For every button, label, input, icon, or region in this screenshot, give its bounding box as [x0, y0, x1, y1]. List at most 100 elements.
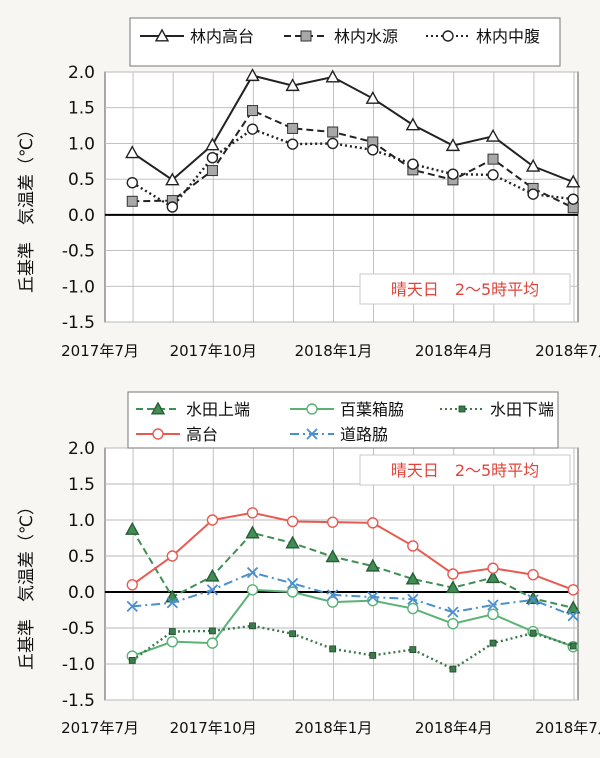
y-tick-label: 0.0	[68, 583, 95, 603]
legend-label: 百葉箱脇	[340, 400, 404, 419]
data-point	[525, 158, 541, 172]
legend-label: 水田下端	[490, 400, 554, 419]
data-point	[126, 600, 138, 613]
legend-marker	[154, 28, 170, 42]
legend-item: 水田上端	[136, 400, 250, 419]
legend-item: 林内中腹	[426, 27, 540, 46]
chart-panel-2: 2.0 1.5 1.0 0.5 0.0 -0.5 -1.0 -1.5 2017年7月 2017年1…	[17, 391, 600, 737]
legend-box	[127, 391, 559, 449]
data-point	[166, 635, 179, 648]
legend-item: 百葉箱脇	[290, 400, 404, 419]
y-axis-title: 丘基準 気温差（℃）	[17, 498, 37, 670]
legend-item: 高台	[136, 425, 218, 444]
data-point	[407, 593, 419, 605]
legend-label: 林内高台	[190, 27, 254, 46]
legend-label: 林内中腹	[476, 27, 540, 46]
data-point	[365, 558, 380, 572]
data-point	[569, 642, 577, 650]
data-point	[405, 117, 421, 131]
y-tick-label: 1.5	[68, 475, 95, 495]
data-point	[287, 122, 299, 134]
data-point	[325, 69, 340, 83]
data-point	[529, 629, 537, 637]
x-tick-label: 2018年4月	[415, 342, 493, 360]
data-point	[447, 617, 459, 630]
chart-panel-1: 2.0 1.5 1.0 0.5 0.0 -0.5 -1.0 -1.5 2017年7月 2017年1…	[17, 17, 600, 360]
data-point	[209, 627, 216, 635]
legend-marker	[458, 405, 466, 413]
series-林内高台	[125, 68, 581, 188]
data-point	[285, 78, 300, 92]
annotation-text: 晴天日 2～5時平均	[391, 461, 539, 480]
data-point	[567, 610, 579, 622]
series-line	[131, 511, 574, 591]
data-point	[447, 168, 459, 180]
data-point	[409, 646, 417, 653]
data-point	[286, 577, 299, 589]
data-point	[326, 516, 339, 528]
data-point	[407, 540, 419, 552]
data-point	[168, 628, 176, 635]
legend-label: 高台	[186, 425, 218, 444]
legend-label: 道路脇	[340, 425, 388, 444]
data-point	[128, 657, 136, 664]
data-point	[126, 195, 138, 207]
data-point	[365, 90, 380, 104]
y-tick-label: -1.5	[62, 313, 95, 333]
data-point	[206, 165, 218, 177]
data-point	[489, 639, 497, 647]
data-point	[325, 549, 340, 563]
legend-item: 道路脇	[290, 425, 388, 444]
y-tick-label: -0.5	[62, 242, 95, 262]
data-point	[449, 665, 457, 673]
x-tick-label: 2017年10月	[170, 342, 257, 360]
series-水田下端	[128, 622, 577, 673]
legend-marker	[150, 401, 166, 415]
legend-label: 水田上端	[186, 400, 250, 419]
data-point	[326, 596, 339, 608]
data-point	[286, 586, 299, 598]
data-point	[485, 570, 501, 584]
data-point	[206, 514, 219, 526]
data-point	[206, 637, 219, 649]
data-point	[206, 152, 219, 164]
legend-marker	[152, 428, 164, 440]
data-point	[285, 535, 300, 549]
y-tick-label: 1.0	[68, 134, 95, 154]
series-高台	[126, 507, 579, 596]
x-tick-label: 2018年7月	[535, 719, 600, 737]
series-line	[131, 588, 574, 658]
annotation-box	[359, 273, 571, 305]
data-point	[246, 123, 259, 135]
series-line	[132, 109, 574, 209]
data-point	[487, 599, 499, 611]
y-tick-label: 1.5	[68, 99, 95, 119]
data-point	[527, 569, 539, 581]
y-tick-label: -1.0	[62, 655, 95, 675]
y-tick-label: -0.5	[62, 619, 95, 639]
data-point	[246, 584, 259, 596]
x-tick-label: 2018年7月	[535, 342, 600, 360]
legend-item: 水田下端	[440, 400, 554, 419]
data-point	[166, 550, 179, 562]
series-林内水源	[126, 105, 579, 214]
y-axis-title: 丘基準 気温差（℃）	[17, 121, 37, 293]
plot-area	[104, 447, 579, 701]
data-point	[527, 188, 539, 200]
data-point	[447, 568, 459, 580]
data-point	[445, 138, 461, 152]
y-tick-label: -1.0	[62, 277, 95, 297]
legend-marker	[306, 403, 318, 415]
series-line	[132, 571, 574, 617]
legend-item: 林内高台	[140, 27, 254, 46]
data-point	[327, 126, 339, 138]
data-point	[367, 591, 379, 603]
legend-marker	[442, 30, 454, 42]
legend-label: 林内水源	[334, 27, 398, 46]
data-point	[165, 172, 180, 186]
data-point	[245, 68, 260, 82]
y-tick-label: 2.0	[68, 63, 95, 83]
legend-marker	[306, 428, 318, 440]
annotation-box	[359, 454, 571, 486]
